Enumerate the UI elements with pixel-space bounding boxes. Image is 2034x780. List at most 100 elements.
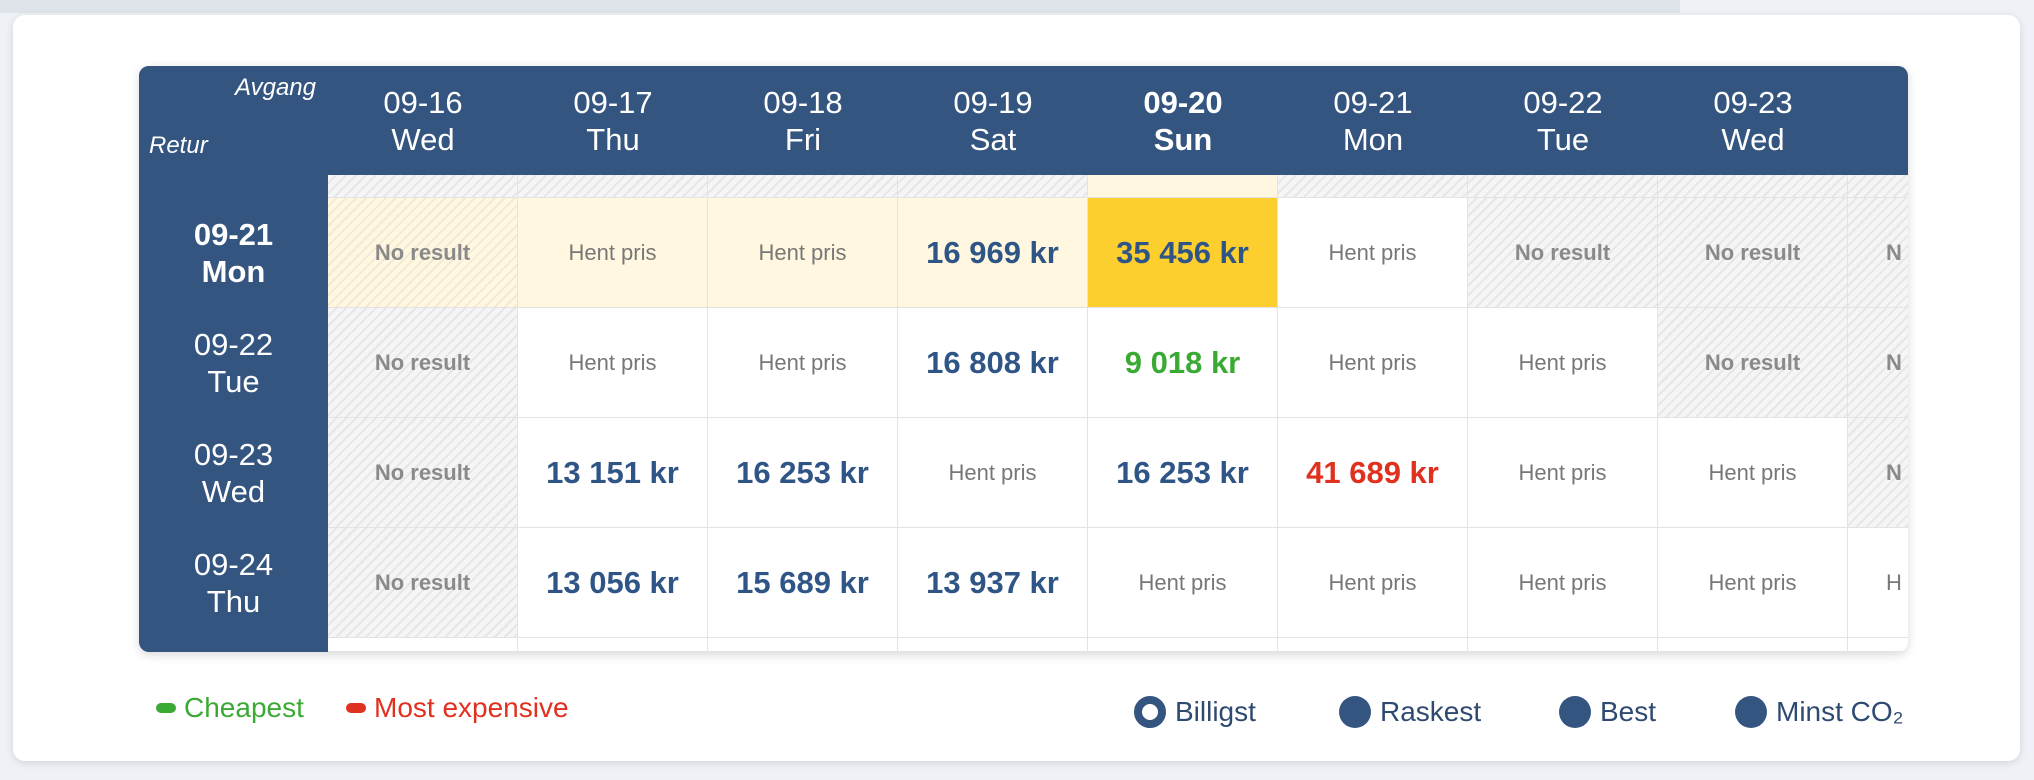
radio[interactable]	[1134, 696, 1166, 728]
top-bar	[0, 0, 1680, 13]
no-result-cell: No result	[328, 308, 518, 418]
strip	[518, 638, 708, 652]
strip	[898, 175, 1088, 198]
fetch-price-cell[interactable]: Hent pris	[1468, 308, 1658, 418]
column-day: Mon	[1342, 121, 1404, 157]
fetch-price-cell[interactable]: Hent pris	[1658, 418, 1848, 528]
strip	[1468, 638, 1658, 652]
fetch-price-cell[interactable]: Hent pris	[708, 198, 898, 308]
price-cell[interactable]: 16 253 kr	[1088, 418, 1278, 528]
column-day: Wed	[1721, 121, 1785, 157]
price-matrix: Avgang Retur 09-16 Wed 09-17 Thu 09-18 Fri 09-19…	[139, 66, 1908, 652]
strip	[708, 638, 898, 652]
strip	[1658, 175, 1848, 198]
column-header: 09-17 Thu	[518, 66, 708, 175]
price-cell[interactable]: 13 151 kr	[518, 418, 708, 528]
column-date: 09-17	[573, 84, 653, 120]
column-day: Tue	[1536, 121, 1590, 157]
column-day: Sat	[969, 121, 1017, 157]
strip	[1088, 175, 1278, 198]
price-cell[interactable]: 15 689 kr	[708, 528, 898, 638]
no-result-cell: No result	[1658, 198, 1848, 308]
radio[interactable]	[1735, 696, 1767, 728]
row-day: Mon	[201, 254, 266, 289]
column-header: 09-19 Sat	[898, 66, 1088, 175]
no-result-cell: N	[1848, 198, 1908, 308]
fetch-price-cell[interactable]: Hent pris	[1278, 198, 1468, 308]
column-day: Thu	[586, 121, 640, 157]
row-date: 09-21	[193, 217, 274, 252]
expensive-label: Most expensive	[374, 692, 569, 723]
radio-label[interactable]: Best	[1600, 696, 1657, 727]
price-cell[interactable]: 16 808 kr	[898, 308, 1088, 418]
strip	[1468, 175, 1658, 198]
fetch-price-cell[interactable]: Hent pris	[518, 198, 708, 308]
no-result-cell: N	[1848, 418, 1908, 528]
strip	[708, 175, 898, 198]
corner-top-label: Avgang	[235, 74, 316, 101]
strip	[1658, 638, 1848, 652]
column-header: 09-21 Mon	[1278, 66, 1468, 175]
price-cell[interactable]: 41 689 kr	[1278, 418, 1468, 528]
radio-label[interactable]: Minst CO₂	[1776, 696, 1904, 727]
row-header: 09-22 Tue	[139, 308, 328, 418]
row-day: Wed	[201, 474, 266, 509]
row-day: Thu	[206, 584, 261, 619]
fetch-price-cell[interactable]: Hent pris	[518, 308, 708, 418]
column-header-bg	[139, 66, 1908, 175]
column-header: 09-23 Wed	[1658, 66, 1848, 175]
no-result-cell: No result	[328, 528, 518, 638]
corner-bottom-label: Retur	[149, 132, 208, 159]
column-day: Fri	[784, 121, 822, 157]
column-date: 09-18	[763, 84, 843, 120]
fetch-price-cell[interactable]: H	[1848, 528, 1908, 638]
column-header: 0	[1848, 66, 1908, 175]
row-date: 09-22	[193, 327, 274, 362]
row-day: Tue	[207, 364, 260, 399]
column-header: 09-20 Sun	[1088, 66, 1278, 175]
column-day: Wed	[391, 121, 455, 157]
row-header: 09-23 Wed	[139, 418, 328, 528]
fetch-price-cell[interactable]: Hent pris	[1658, 528, 1848, 638]
price-cell[interactable]: 35 456 kr	[1088, 198, 1278, 308]
row-header: 09-24 Thu	[139, 528, 328, 638]
price-cell[interactable]: 9 018 kr	[1088, 308, 1278, 418]
no-result-cell: No result	[328, 418, 518, 528]
fetch-price-cell[interactable]: Hent pris	[708, 308, 898, 418]
no-result-cell: No result	[328, 198, 518, 308]
radio-label[interactable]: Raskest	[1380, 696, 1482, 727]
column-day: Sun	[1153, 121, 1213, 157]
fetch-price-cell[interactable]: Hent pris	[898, 418, 1088, 528]
no-result-cell: No result	[1468, 198, 1658, 308]
column-date: 09-16	[383, 84, 463, 120]
price-cell[interactable]: 13 056 kr	[518, 528, 708, 638]
radio[interactable]	[1559, 696, 1591, 728]
cheapest-swatch	[156, 703, 176, 713]
row-date: 09-23	[193, 437, 274, 472]
fetch-price-cell[interactable]: Hent pris	[1278, 308, 1468, 418]
column-date: 09-21	[1333, 84, 1413, 120]
column-header: 09-22 Tue	[1468, 66, 1658, 175]
expensive-swatch	[346, 703, 366, 713]
strip	[1278, 638, 1468, 652]
strip	[328, 638, 518, 652]
fetch-price-cell[interactable]: Hent pris	[1278, 528, 1468, 638]
strip	[328, 175, 518, 198]
no-result-cell: No result	[1658, 308, 1848, 418]
fetch-price-cell[interactable]: Hent pris	[1088, 528, 1278, 638]
price-cell[interactable]: 16 969 kr	[898, 198, 1088, 308]
radio-label[interactable]: Billigst	[1175, 696, 1256, 727]
column-header: 09-18 Fri	[708, 66, 898, 175]
row-date: 09-24	[193, 547, 274, 582]
strip	[1848, 175, 1908, 198]
price-cell[interactable]: 16 253 kr	[708, 418, 898, 528]
price-cell[interactable]: 13 937 kr	[898, 528, 1088, 638]
radio[interactable]	[1339, 696, 1371, 728]
fetch-price-cell[interactable]: Hent pris	[1468, 528, 1658, 638]
cheapest-label: Cheapest	[184, 692, 304, 723]
column-date: 09-22	[1523, 84, 1603, 120]
column-date: 09-23	[1713, 84, 1793, 120]
fetch-price-cell[interactable]: Hent pris	[1468, 418, 1658, 528]
strip	[518, 175, 708, 198]
strip	[1848, 638, 1908, 652]
